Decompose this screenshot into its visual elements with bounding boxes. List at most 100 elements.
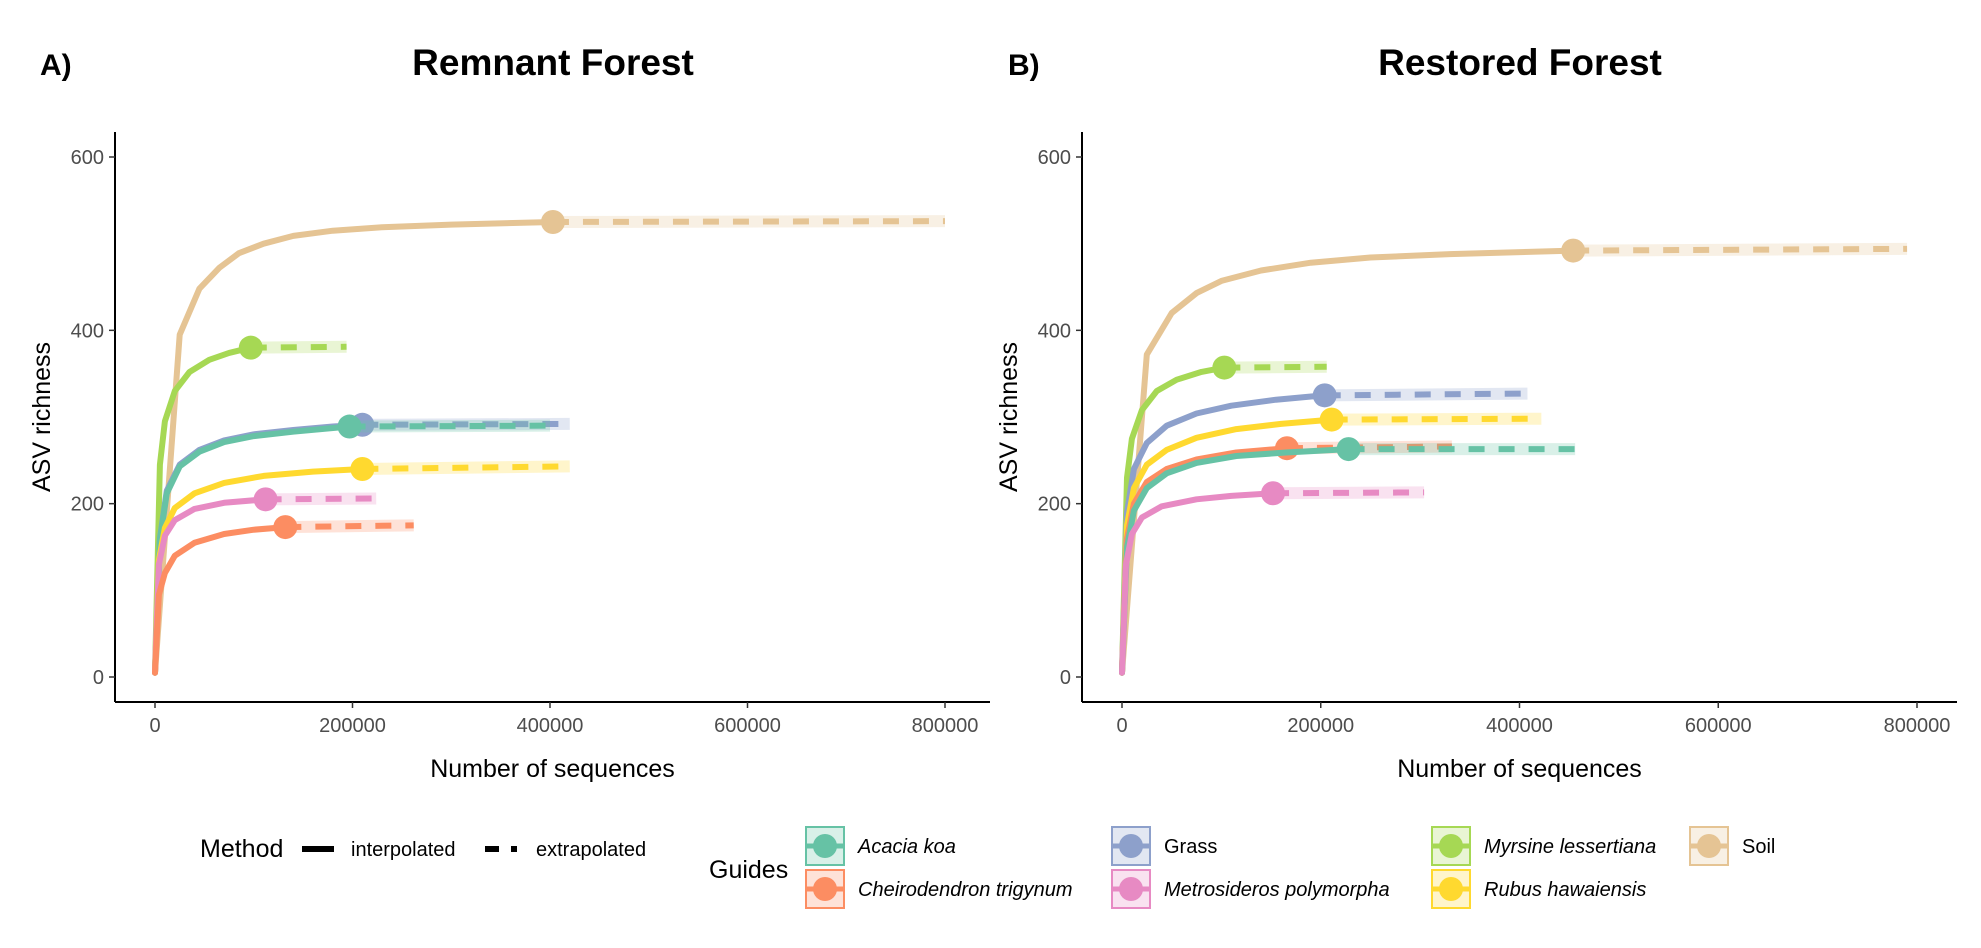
legend-key-point: [1439, 834, 1463, 858]
interpolated-line: [1119, 247, 1577, 676]
extrapolated-line: [1324, 390, 1528, 399]
observed-point: [253, 487, 278, 512]
interpolated-line: [152, 496, 269, 676]
extrapolated-line: [349, 422, 551, 430]
x-tick-label: 800000: [912, 715, 979, 737]
interpolated-line: [1119, 364, 1228, 676]
series-grass: [152, 412, 570, 676]
x-tick-label: 400000: [1486, 715, 1553, 737]
observed-point: [1261, 481, 1286, 506]
interpolated-line: [1119, 445, 1290, 676]
legend-guides-title: Guides: [709, 856, 788, 884]
interpolated-line: [152, 524, 289, 676]
extrapolated-line: [1273, 489, 1425, 497]
observed-point: [1312, 383, 1337, 408]
legend-item-label: Cheirodendron trigynum: [858, 879, 1073, 901]
series-metrosideros-polymorpha: [152, 487, 377, 676]
legend-item-soil: Soil: [1689, 826, 1775, 866]
observed-point: [350, 457, 375, 481]
extrapolated-line: [362, 463, 570, 472]
y-tick-label: 0: [1060, 667, 1071, 689]
legend-method-title: Method: [200, 835, 283, 863]
legend-item-cheirodendron-trigynum: Cheirodendron trigynum: [805, 869, 1073, 909]
y-tick-label: 200: [71, 494, 104, 516]
panel-title: Restored Forest: [1378, 42, 1662, 83]
extrapolated-line: [265, 495, 377, 503]
x-tick-label: 0: [1116, 715, 1127, 737]
legend-key-point: [813, 834, 837, 858]
x-tick-label: 600000: [1685, 715, 1752, 737]
legend-item-rubus-hawaiensis: Rubus hawaiensis: [1431, 869, 1646, 909]
extrapolated-line: [285, 522, 414, 531]
legend-item-label: Rubus hawaiensis: [1484, 879, 1646, 901]
y-tick-label: 400: [1038, 320, 1071, 342]
observed-point: [273, 515, 298, 540]
legend-item-label: Acacia koa: [857, 836, 956, 858]
legend-item-label: Grass: [1164, 836, 1217, 858]
series-acacia-koa: [152, 414, 551, 676]
legend-item-acacia-koa: Acacia koa: [805, 826, 956, 866]
legend-key-point: [813, 877, 837, 901]
legend-item-grass: Grass: [1111, 826, 1217, 866]
extrapolated-line: [250, 343, 347, 351]
observed-point: [1319, 407, 1344, 432]
x-tick-label: 200000: [319, 715, 386, 737]
observed-point: [238, 335, 263, 360]
y-tick-label: 600: [1038, 147, 1071, 169]
legend-key-point: [1697, 834, 1721, 858]
observed-point: [337, 414, 362, 439]
legend: Method interpolated extrapolated Guides Acac…: [200, 826, 1775, 909]
panel-title: Remnant Forest: [412, 42, 694, 83]
series-soil: [152, 210, 946, 676]
x-axis-label: Number of sequences: [430, 755, 675, 783]
series-soil: [1119, 238, 1908, 676]
series-rubus-hawaiensis: [152, 457, 570, 676]
y-tick-label: 600: [71, 147, 104, 169]
series-myrsine-lessertiana: [1119, 355, 1327, 676]
y-axis-label: ASV richness: [28, 342, 56, 492]
interpolated-line: [152, 423, 353, 676]
x-tick-label: 400000: [517, 715, 584, 737]
legend-method-item: extrapolated: [536, 839, 646, 861]
x-tick-label: 200000: [1287, 715, 1354, 737]
extrapolated-ribbon: [1224, 360, 1327, 374]
legend-item-myrsine-lessertiana: Myrsine lessertiana: [1431, 826, 1656, 866]
legend-item-metrosideros-polymorpha: Metrosideros polymorpha: [1111, 869, 1390, 909]
extrapolated-line: [552, 218, 946, 225]
series-cheirodendron-trigynum: [152, 515, 414, 676]
x-tick-label: 800000: [1884, 715, 1951, 737]
legend-item-label: Metrosideros polymorpha: [1164, 879, 1390, 901]
panel-tag: B): [1008, 49, 1040, 82]
observed-point: [1561, 238, 1586, 263]
series-myrsine-lessertiana: [152, 335, 347, 676]
x-axis-label: Number of sequences: [1397, 755, 1642, 783]
legend-item-label: Soil: [1742, 836, 1775, 858]
x-tick-label: 600000: [714, 715, 781, 737]
interpolated-line: [152, 219, 556, 676]
extrapolated-line: [1573, 245, 1908, 254]
y-tick-label: 200: [1038, 494, 1071, 516]
legend-guides: Guides Acacia koa Cheirodendron trigynum Gr…: [709, 826, 1775, 909]
observed-point: [540, 210, 565, 234]
legend-method: Method interpolated extrapolated: [200, 835, 646, 863]
interpolated-line: [1119, 490, 1276, 676]
y-tick-label: 400: [71, 320, 104, 342]
legend-method-item: interpolated: [351, 839, 456, 861]
interpolated-line: [1119, 392, 1328, 676]
legend-key-point: [1439, 877, 1463, 901]
series-metrosideros-polymorpha: [1119, 481, 1425, 676]
observed-point: [1336, 437, 1361, 462]
panel-restored-forest: B) Restored Forest 0 200 400 600 0 200000 400000…: [995, 42, 1957, 783]
interpolated-line: [152, 344, 254, 676]
legend-key-point: [1119, 834, 1143, 858]
y-axis-label: ASV richness: [995, 342, 1023, 492]
panel-tag: A): [40, 49, 72, 82]
series-acacia-koa: [1119, 437, 1576, 676]
x-tick-label: 0: [149, 715, 160, 737]
y-tick-label: 0: [93, 667, 104, 689]
observed-point: [1274, 436, 1299, 461]
observed-point: [1212, 355, 1237, 380]
extrapolated-line: [362, 420, 570, 428]
legend-key-point: [1119, 877, 1143, 901]
